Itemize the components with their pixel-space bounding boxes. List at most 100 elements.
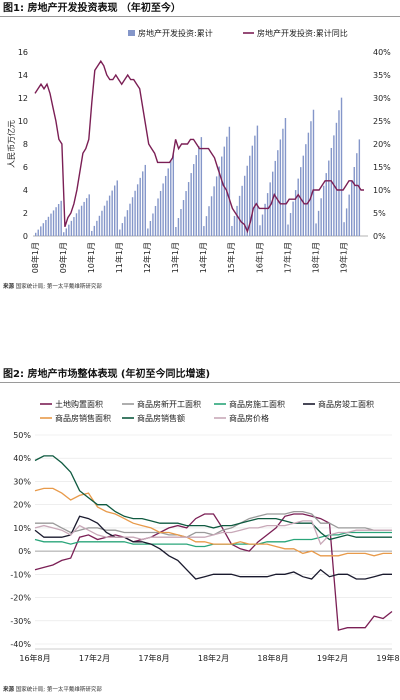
- bar: [154, 205, 157, 236]
- bar: [259, 225, 261, 236]
- bar: [55, 207, 57, 236]
- x-tick-label: 12年1月: [142, 242, 152, 273]
- bar: [208, 206, 210, 236]
- bar: [289, 213, 292, 236]
- bar: [78, 209, 80, 236]
- bar: [111, 190, 113, 236]
- bar: [261, 214, 264, 236]
- x-tick-label: 11年1月: [114, 242, 124, 273]
- bar: [328, 160, 330, 236]
- bar: [136, 184, 139, 236]
- bar: [251, 145, 254, 236]
- bar: [210, 196, 213, 236]
- bar: [91, 230, 93, 236]
- bar: [65, 228, 67, 236]
- bar: [170, 160, 172, 236]
- bar: [96, 220, 98, 236]
- x-tick-label: 16年8月: [19, 653, 50, 663]
- bar: [221, 156, 223, 236]
- chart-1: 0 2 4 6 8 10 12 14 16 0% 5% 10% 15% 20% 25% 30% 35% 40% 人民…: [6, 28, 391, 273]
- bar: [126, 210, 129, 236]
- x-tick-label: 17年1月: [282, 242, 292, 273]
- legend-swatch-bar: [128, 30, 135, 36]
- bar: [83, 201, 85, 236]
- bar: [294, 190, 297, 236]
- figure-2-source: 来源 国家统计局; 第一太平戴维斯研究部: [3, 685, 102, 693]
- bar: [175, 227, 177, 236]
- bar: [162, 183, 164, 236]
- y2-tick-label: 5%: [373, 209, 386, 218]
- bar: [356, 153, 358, 236]
- bar: [144, 164, 146, 236]
- bar: [106, 200, 108, 236]
- bar: [274, 160, 276, 236]
- bar: [147, 228, 149, 236]
- bar: [300, 167, 302, 236]
- bar: [108, 195, 111, 236]
- bar: [269, 182, 271, 236]
- bar: [142, 171, 144, 236]
- bar: [340, 97, 343, 236]
- series-line-yoy: [34, 59, 364, 234]
- bar: [213, 186, 215, 236]
- x-tick-label: 18年8月: [257, 653, 288, 663]
- bar: [124, 216, 126, 236]
- bar: [134, 190, 136, 236]
- x-tick-label: 10年1月: [86, 242, 96, 273]
- bar: [75, 213, 78, 236]
- bar: [297, 178, 299, 236]
- bar: [70, 220, 73, 236]
- bar: [88, 194, 90, 236]
- bar: [198, 146, 200, 236]
- legend-label: 商品房施工面积: [229, 399, 285, 409]
- bar: [101, 210, 103, 236]
- bar: [312, 109, 315, 236]
- y-tick-label: -10%: [10, 570, 31, 579]
- bar: [80, 205, 83, 236]
- x-tick-label: 15年1月: [226, 242, 236, 273]
- source-text: 国家统计局; 第一太平戴维斯研究部: [15, 687, 102, 693]
- x-tick-label: 09年1月: [58, 242, 68, 273]
- source-label: 来源: [3, 284, 15, 290]
- bar: [37, 229, 39, 236]
- bar: [305, 144, 307, 236]
- bar: [205, 216, 208, 236]
- y2-tick-label: 20%: [373, 140, 391, 149]
- bar: [195, 155, 197, 236]
- bar: [320, 198, 322, 236]
- y2-tick-label: 30%: [373, 94, 391, 103]
- bar: [249, 155, 251, 236]
- bar: [167, 168, 169, 236]
- bar: [226, 136, 228, 236]
- bar: [310, 121, 312, 236]
- bar: [292, 201, 294, 236]
- bar: [343, 222, 345, 236]
- chart-2: -40% -30% -20% -10% 0% 10% 20% 30% 40% 50% 16年8月 17…: [10, 399, 400, 663]
- x-tick-label: 17年8月: [138, 653, 169, 663]
- bar: [228, 126, 231, 236]
- y2-tick-label: 35%: [373, 71, 391, 80]
- legend-label: 房地产开发投资:累计同比: [257, 28, 348, 38]
- bar: [185, 191, 187, 236]
- bar: [264, 203, 266, 236]
- y-tick-label: -20%: [10, 594, 31, 603]
- bar: [52, 210, 55, 236]
- bar: [236, 205, 238, 236]
- y2-tick-label: 10%: [373, 186, 391, 195]
- bar: [116, 180, 118, 236]
- y-tick-label: 50%: [13, 431, 31, 440]
- y-axis-label: 人民币万亿元: [6, 120, 16, 168]
- bar: [238, 195, 241, 236]
- series-line-0: [34, 513, 393, 631]
- bar: [177, 218, 180, 236]
- bar: [338, 110, 340, 236]
- legend-label: 商品房价格: [229, 413, 269, 423]
- bar: [40, 226, 42, 236]
- bar: [190, 173, 192, 236]
- legend-label: 商品房销售面积: [55, 413, 111, 423]
- x-tick-label: 14年1月: [198, 242, 208, 273]
- bar: [164, 175, 167, 236]
- y-tick-label: 10: [18, 117, 28, 126]
- bar: [279, 139, 282, 236]
- bar: [335, 122, 338, 236]
